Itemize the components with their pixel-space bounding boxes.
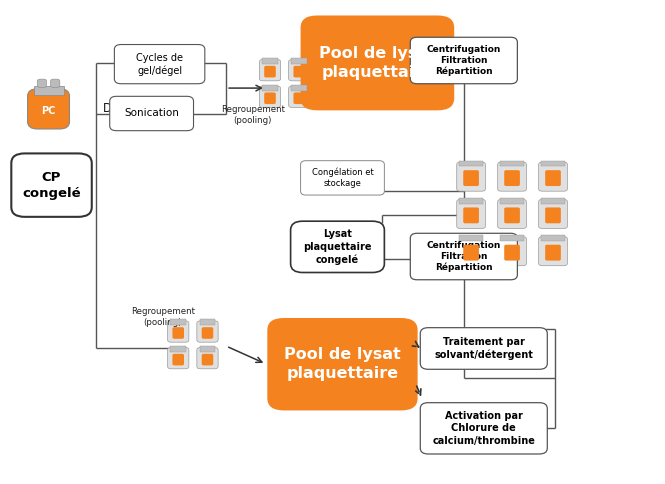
FancyBboxPatch shape xyxy=(464,245,479,260)
FancyBboxPatch shape xyxy=(539,162,567,191)
FancyBboxPatch shape xyxy=(504,208,520,223)
FancyBboxPatch shape xyxy=(291,221,384,272)
Text: Cycles de
gel/dégel: Cycles de gel/dégel xyxy=(136,53,183,76)
FancyBboxPatch shape xyxy=(201,327,213,339)
Text: Centrifugation
Filtration
Répartition: Centrifugation Filtration Répartition xyxy=(427,241,501,272)
FancyBboxPatch shape xyxy=(291,85,307,91)
FancyBboxPatch shape xyxy=(293,92,305,104)
Text: Décongélation: Décongélation xyxy=(103,103,189,115)
FancyBboxPatch shape xyxy=(500,235,524,241)
Text: Pool de lysat
plaquettaire: Pool de lysat plaquettaire xyxy=(319,46,436,80)
FancyBboxPatch shape xyxy=(168,321,189,342)
FancyBboxPatch shape xyxy=(168,348,189,369)
FancyBboxPatch shape xyxy=(37,79,47,87)
FancyBboxPatch shape xyxy=(500,198,524,204)
FancyBboxPatch shape xyxy=(504,245,520,260)
FancyBboxPatch shape xyxy=(262,85,278,91)
FancyBboxPatch shape xyxy=(110,96,194,131)
FancyBboxPatch shape xyxy=(410,233,517,280)
FancyBboxPatch shape xyxy=(262,58,278,64)
FancyBboxPatch shape xyxy=(197,348,218,369)
FancyBboxPatch shape xyxy=(457,199,485,228)
FancyBboxPatch shape xyxy=(264,66,276,77)
Text: Regroupement
(pooling): Regroupement (pooling) xyxy=(221,106,285,125)
FancyBboxPatch shape xyxy=(27,89,69,129)
FancyBboxPatch shape xyxy=(545,170,561,186)
FancyBboxPatch shape xyxy=(504,170,520,186)
Text: Lysat
plaquettaire
congelé: Lysat plaquettaire congelé xyxy=(303,229,372,265)
FancyBboxPatch shape xyxy=(301,161,384,195)
FancyBboxPatch shape xyxy=(301,15,454,110)
FancyBboxPatch shape xyxy=(497,237,527,266)
FancyBboxPatch shape xyxy=(420,403,547,454)
Text: Sonication: Sonication xyxy=(124,108,179,119)
FancyBboxPatch shape xyxy=(464,208,479,223)
FancyBboxPatch shape xyxy=(460,235,483,241)
FancyBboxPatch shape xyxy=(170,319,186,325)
FancyBboxPatch shape xyxy=(497,162,527,191)
Text: Activation par
Chlorure de
calcium/thrombine: Activation par Chlorure de calcium/throm… xyxy=(432,411,535,446)
FancyBboxPatch shape xyxy=(114,45,205,84)
FancyBboxPatch shape xyxy=(289,60,310,81)
FancyBboxPatch shape xyxy=(497,199,527,228)
FancyBboxPatch shape xyxy=(539,199,567,228)
FancyBboxPatch shape xyxy=(51,79,60,87)
FancyBboxPatch shape xyxy=(172,327,184,339)
FancyBboxPatch shape xyxy=(541,235,565,241)
FancyBboxPatch shape xyxy=(267,318,418,410)
FancyBboxPatch shape xyxy=(539,237,567,266)
Text: CP
congelé: CP congelé xyxy=(22,171,81,199)
FancyBboxPatch shape xyxy=(291,58,307,64)
FancyBboxPatch shape xyxy=(172,354,184,365)
FancyBboxPatch shape xyxy=(33,86,64,95)
FancyBboxPatch shape xyxy=(460,198,483,204)
FancyBboxPatch shape xyxy=(420,328,547,369)
FancyBboxPatch shape xyxy=(460,161,483,166)
FancyBboxPatch shape xyxy=(410,37,517,84)
FancyBboxPatch shape xyxy=(545,245,561,260)
FancyBboxPatch shape xyxy=(457,237,485,266)
FancyBboxPatch shape xyxy=(259,86,281,107)
FancyBboxPatch shape xyxy=(11,153,92,217)
FancyBboxPatch shape xyxy=(200,346,215,352)
FancyBboxPatch shape xyxy=(264,92,276,104)
FancyBboxPatch shape xyxy=(541,198,565,204)
FancyBboxPatch shape xyxy=(500,161,524,166)
FancyBboxPatch shape xyxy=(545,208,561,223)
Text: PC: PC xyxy=(41,106,56,116)
Text: Centrifugation
Filtration
Répartition: Centrifugation Filtration Répartition xyxy=(427,45,501,76)
Text: Regroupement
(pooling): Regroupement (pooling) xyxy=(131,307,195,327)
FancyBboxPatch shape xyxy=(197,321,218,342)
FancyBboxPatch shape xyxy=(464,170,479,186)
Text: Traitement par
solvant/détergent: Traitement par solvant/détergent xyxy=(434,337,533,360)
FancyBboxPatch shape xyxy=(541,161,565,166)
Text: Pool de lysat
plaquettaire: Pool de lysat plaquettaire xyxy=(284,348,401,381)
FancyBboxPatch shape xyxy=(170,346,186,352)
FancyBboxPatch shape xyxy=(201,354,213,365)
FancyBboxPatch shape xyxy=(289,86,310,107)
FancyBboxPatch shape xyxy=(200,319,215,325)
Text: Congélation et
stockage: Congélation et stockage xyxy=(312,167,373,188)
FancyBboxPatch shape xyxy=(457,162,485,191)
FancyBboxPatch shape xyxy=(293,66,305,77)
FancyBboxPatch shape xyxy=(259,60,281,81)
